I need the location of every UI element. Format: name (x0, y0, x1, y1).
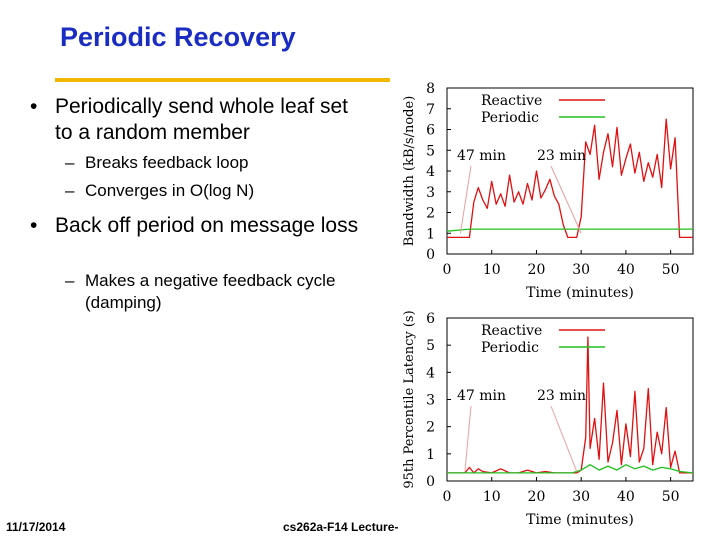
chart-1-ytick-label: 0 (426, 247, 435, 263)
chart-2-ytick-label: 5 (426, 338, 435, 354)
chart-1-ytick-label: 2 (426, 206, 435, 222)
bullet-2: • Back off period on message loss (30, 213, 370, 239)
chart-2-ytick-label: 4 (426, 365, 435, 381)
subbullet-dash: – (65, 153, 75, 172)
chart-1-ytick-label: 4 (426, 164, 435, 180)
bullet-1-text: Periodically send whole leaf set to a ra… (55, 95, 348, 144)
chart-1-legend-label: Periodic (481, 110, 539, 126)
chart-2-ytick-label: 2 (426, 420, 435, 436)
chart-2-annotation-arrow (464, 405, 472, 472)
chart-1-ytick-label: 7 (426, 102, 435, 118)
slide-title: Periodic Recovery (60, 22, 296, 52)
chart-1-legend-label: Reactive (481, 93, 542, 109)
subbullet-1-1: – Breaks feedback loop (65, 152, 365, 174)
chart-1-ytick-label: 3 (426, 185, 435, 201)
chart-1-series-reactive-line (447, 118, 693, 239)
chart-2-legend-label: Reactive (481, 323, 542, 339)
chart-2-annotation-arrow (550, 405, 578, 472)
chart-1-ytick-label: 8 (426, 81, 435, 97)
chart-2-annotation: 23 min (537, 388, 586, 404)
chart-2-ytick-label: 1 (426, 447, 435, 463)
chart-1-xtick-label: 0 (443, 262, 452, 278)
bullet-1: • Periodically send whole leaf set to a … (30, 94, 370, 146)
chart-1-ylabel: Bandwidth (kB/s/node) (402, 96, 417, 247)
subbullet-1-2-text: Converges in O(log N) (85, 181, 255, 200)
chart-2-xtick-label: 10 (483, 489, 501, 505)
chart-1-xtick-label: 50 (662, 262, 680, 278)
bullet-2-text: Back off period on message loss (55, 214, 359, 237)
chart-1-ytick-label: 6 (426, 123, 435, 139)
subbullet-dash: – (65, 181, 75, 200)
subbullet-1-2: – Converges in O(log N) (65, 180, 365, 202)
chart-1-xtick-label: 10 (483, 262, 501, 278)
chart-2-series-reactive-line (447, 336, 693, 474)
footer-date: 11/17/2014 (6, 520, 66, 534)
chart-2-ylabel: 95th Percentile Latency (s) (402, 310, 417, 488)
chart-1-xtick-label: 40 (617, 262, 635, 278)
chart-2-xtick-label: 50 (662, 489, 680, 505)
chart-1-xtick-label: 30 (572, 262, 590, 278)
chart-2-xtick-label: 30 (572, 489, 590, 505)
bullet-dot: • (30, 214, 38, 237)
chart-2-legend-label: Periodic (481, 340, 539, 356)
subbullet-2-1: – Makes a negative feedback cycle (dampi… (65, 270, 345, 314)
chart-1-ytick-label: 5 (426, 143, 435, 159)
chart-2-ytick-label: 6 (426, 311, 435, 327)
chart-1-xlabel: Time (minutes) (526, 285, 634, 301)
chart-2-xtick-label: 40 (617, 489, 635, 505)
subbullet-dash: – (65, 271, 75, 290)
bullet-dot: • (30, 95, 38, 118)
chart-2-series-periodic-line (447, 464, 694, 474)
subbullet-2-1-text: Makes a negative feedback cycle (damping… (85, 271, 336, 312)
chart-2-ytick-label: 0 (426, 474, 435, 490)
chart-1-annotation: 23 min (537, 148, 586, 164)
chart-1-series-periodic-line (446, 228, 693, 232)
chart-1-annotation: 47 min (457, 148, 506, 164)
chart-2-xlabel: Time (minutes) (526, 512, 634, 528)
chart-1-xtick-label: 20 (528, 262, 546, 278)
title-underline (55, 78, 390, 82)
chart-2-ytick-label: 3 (426, 393, 435, 409)
subbullet-1-1-text: Breaks feedback loop (85, 153, 249, 172)
chart-2-annotation: 47 min (457, 388, 506, 404)
chart-1-annotation-arrow (459, 165, 472, 234)
footer-course: cs262a-F14 Lecture-22 (283, 520, 398, 534)
chart-1-annotation-arrow (550, 165, 582, 234)
chart-2-xtick-label: 20 (528, 489, 546, 505)
chart-2-xtick-label: 0 (443, 489, 452, 505)
chart-1-ytick-label: 1 (426, 226, 435, 242)
